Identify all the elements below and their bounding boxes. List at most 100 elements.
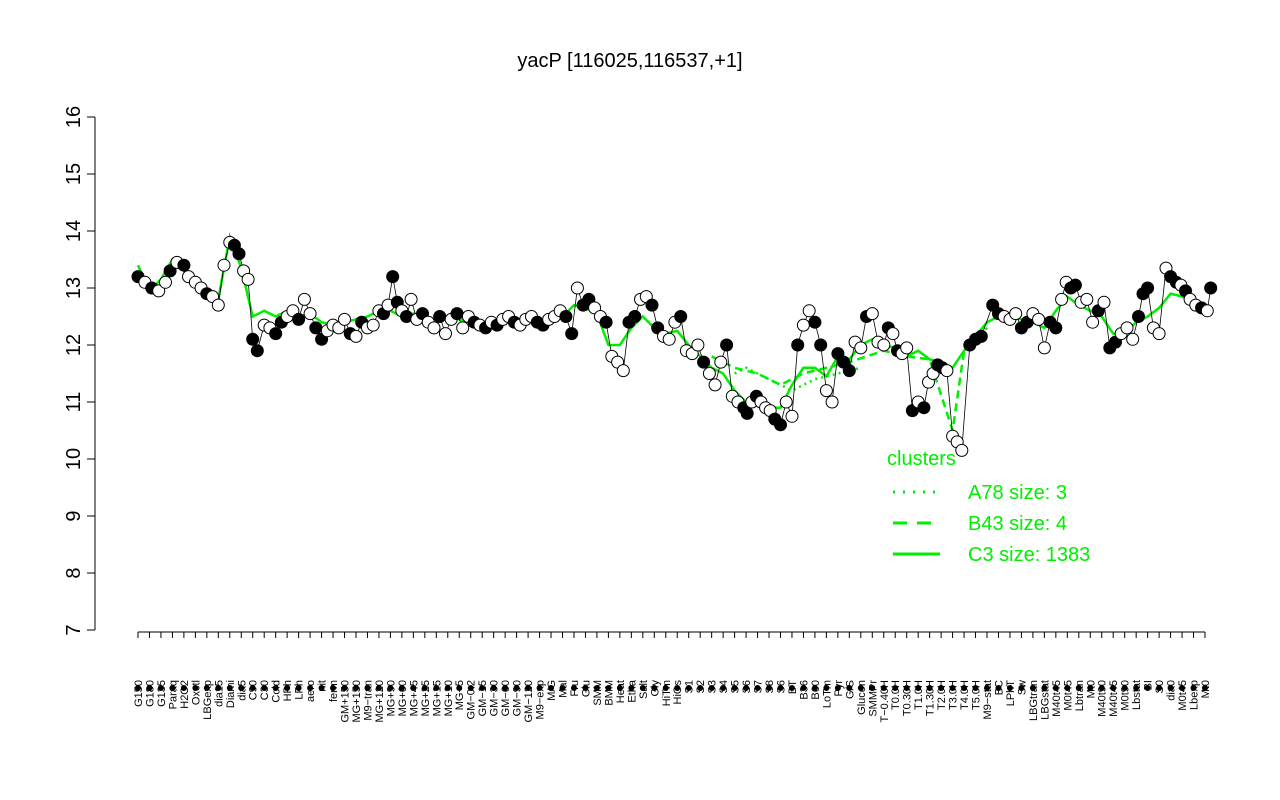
x-marker [903,685,910,691]
data-points [131,235,1218,457]
x-marker [1202,685,1208,691]
data-point [1200,304,1214,318]
data-point [796,318,810,332]
x-marker [1006,685,1013,691]
x-marker [892,685,899,691]
y-tick-label: 12 [63,334,85,356]
x-tick-label: M0t45 [1177,680,1189,711]
x-marker [513,685,520,691]
data-point [865,307,879,321]
data-point [714,355,728,369]
x-marker [352,685,359,691]
data-point [697,355,711,369]
y-tick-label: 11 [63,392,85,413]
x-tick-label: MG+5 [454,680,466,710]
x-marker [1156,685,1163,691]
x-tick-label: Gly [649,680,661,697]
data-point [1055,292,1069,306]
x-tick-label: GM−15 [477,680,489,716]
x-tick-label: Mal [558,680,570,698]
data-point [404,292,418,306]
data-point [456,321,470,335]
data-point [1037,341,1051,355]
x-tick-label: SMMPr [867,680,879,717]
data-point [917,401,931,415]
data-point [1080,292,1094,306]
x-tick-label: BT [787,680,799,694]
x-marker [743,685,750,691]
x-tick-label: G150 [133,680,145,707]
x-marker [261,685,268,691]
x-tick-label: M9−tran [362,680,374,721]
data-point [1032,312,1046,326]
x-marker [1110,685,1117,691]
data-point [616,364,630,378]
x-tick-label: B36 [798,680,810,700]
x-marker [720,685,727,691]
x-marker [456,685,463,691]
y-tick-label: 10 [63,448,85,470]
x-tick-label: dia5 [236,680,248,701]
data-point [877,338,891,352]
x-marker [961,685,968,691]
x-marker [135,685,141,691]
data-point [886,327,900,341]
chart-title: yacP [116025,116537,+1] [517,50,742,72]
x-tick-label: GM−60 [500,680,512,716]
data-point [565,327,579,341]
data-point [1068,278,1082,292]
x-tick-label: GM−120 [523,680,535,723]
x-tick-label: Lbexp [1189,680,1201,710]
x-marker [639,685,646,691]
x-marker [536,685,543,691]
data-point [720,338,734,352]
data-point [309,321,323,335]
x-tick-label: Mt0 [1200,680,1212,698]
y-tick-label: 13 [63,277,85,299]
x-tick-label: H2O2 [179,680,191,709]
x-marker [570,685,577,691]
y-tick-label: 9 [63,510,85,521]
data-point [559,310,573,323]
x-marker [387,685,394,691]
x-tick-label: T3.0H [948,680,960,710]
x-marker [1075,685,1082,691]
x-marker [788,685,795,691]
data-point [974,329,988,343]
data-point [779,395,793,409]
x-marker [697,685,704,691]
y-tick-label: 7 [63,624,85,635]
x-marker [662,685,669,691]
x-tick-label: M40t45 [1108,680,1120,717]
data-point [842,364,856,378]
x-marker [1052,685,1059,691]
x-marker [330,685,337,691]
data-point [708,378,722,392]
x-marker [846,685,853,691]
data-point [241,272,255,286]
x-tick-label: T1.30H [925,680,937,716]
data-point [297,292,311,306]
data-point [802,304,816,318]
x-marker [582,685,589,691]
x-marker [284,685,291,691]
x-marker [215,685,222,691]
x-tick-label: S2 [695,680,707,693]
data-point [439,327,452,341]
data-point [152,284,166,298]
x-marker [1018,685,1025,691]
x-marker [1041,685,1048,691]
x-tick-label: G180 [144,680,156,707]
x-marker [249,685,256,691]
x-marker [1121,685,1128,691]
x-tick-label: GM−0.2 [466,680,478,719]
y-axis: 7 8 9 10 11 12 13 14 15 16 [63,106,96,636]
x-tick-label: T−0.40H [879,680,891,723]
data-point [854,341,868,355]
x-marker [272,685,279,691]
x-tick-label: HPh [282,680,294,701]
data-point [599,315,613,329]
x-marker [708,685,715,691]
x-tick-label: B60 [810,680,822,700]
